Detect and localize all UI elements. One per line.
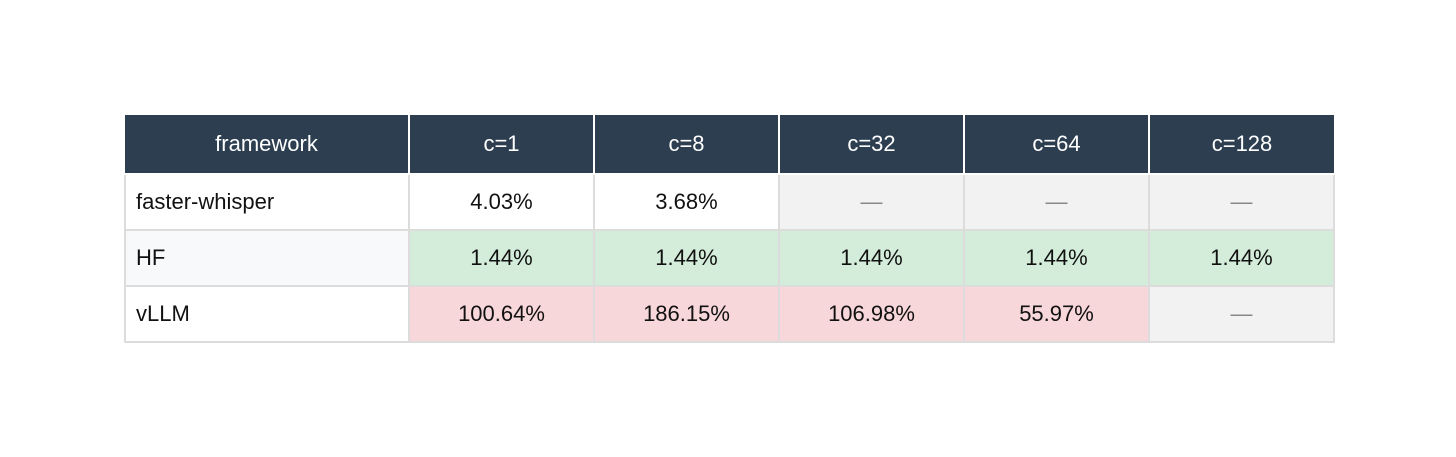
row: faster-whisper 4.03% 3.68% — — —	[124, 173, 1335, 231]
cell: —	[1148, 285, 1335, 343]
cell: —	[778, 173, 965, 231]
header-cell: framework	[125, 115, 410, 175]
header-cell: c=128	[1148, 115, 1334, 175]
results-table: framework c=1 c=8 c=32 c=64 c=128 faster…	[124, 115, 1335, 343]
cell: 3.68%	[593, 173, 780, 231]
header-cell: c=64	[963, 115, 1150, 175]
cell: 55.97%	[963, 285, 1150, 343]
row-label: vLLM	[124, 285, 410, 343]
header-row: framework c=1 c=8 c=32 c=64 c=128	[125, 115, 1334, 175]
header-cell: c=1	[408, 115, 595, 175]
cell: 1.44%	[1148, 229, 1335, 287]
cell: 106.98%	[778, 285, 965, 343]
row-label: HF	[124, 229, 410, 287]
cell: —	[963, 173, 1150, 231]
cell: 1.44%	[963, 229, 1150, 287]
cell: 4.03%	[408, 173, 595, 231]
row-label: faster-whisper	[124, 173, 410, 231]
cell: 186.15%	[593, 285, 780, 343]
row: vLLM 100.64% 186.15% 106.98% 55.97% —	[124, 285, 1335, 343]
cell: 1.44%	[778, 229, 965, 287]
cell: 100.64%	[408, 285, 595, 343]
cell: 1.44%	[408, 229, 595, 287]
header-cell: c=8	[593, 115, 780, 175]
cell: —	[1148, 173, 1335, 231]
cell: 1.44%	[593, 229, 780, 287]
header-cell: c=32	[778, 115, 965, 175]
row: HF 1.44% 1.44% 1.44% 1.44% 1.44%	[124, 229, 1335, 287]
